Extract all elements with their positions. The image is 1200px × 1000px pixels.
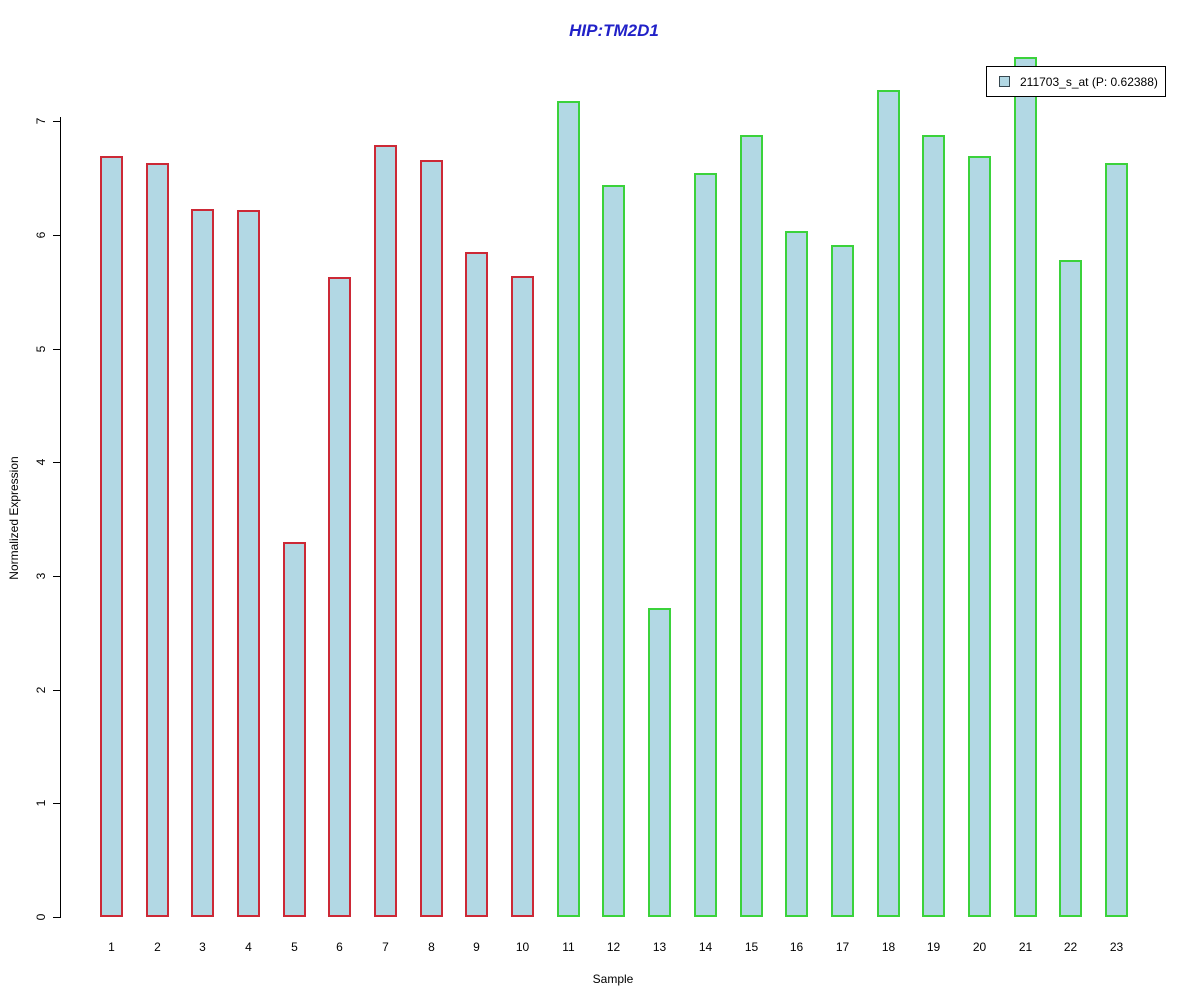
x-tick-label-4: 4 (245, 940, 252, 954)
bar-sample-15 (740, 135, 763, 917)
x-tick-label-3: 3 (199, 940, 206, 954)
y-tick (53, 803, 60, 804)
bar-sample-3 (191, 209, 214, 917)
bar-sample-4 (237, 210, 260, 917)
y-tick (53, 917, 60, 918)
y-tick-label: 3 (34, 572, 48, 580)
y-tick-label: 1 (34, 799, 48, 807)
x-tick-label-1: 1 (108, 940, 115, 954)
x-tick-label-11: 11 (562, 940, 575, 954)
bar-sample-2 (146, 163, 169, 917)
bar-sample-23 (1105, 163, 1128, 917)
y-tick-label: 7 (34, 117, 48, 125)
x-tick-label-10: 10 (515, 940, 530, 954)
x-tick-label-14: 14 (698, 940, 713, 954)
y-tick (53, 349, 60, 350)
x-tick-label-6: 6 (336, 940, 343, 954)
x-tick-label-17: 17 (835, 940, 850, 954)
bar-sample-13 (648, 608, 671, 917)
x-tick-label-20: 20 (972, 940, 987, 954)
bar-sample-11 (557, 101, 580, 917)
x-tick-label-23: 23 (1109, 940, 1124, 954)
bar-sample-5 (283, 542, 306, 917)
x-tick-label-7: 7 (382, 940, 389, 954)
x-tick-label-15: 15 (744, 940, 759, 954)
y-tick-label: 0 (34, 913, 48, 921)
y-axis-label: Normalized Expression (7, 456, 21, 580)
bar-sample-14 (694, 173, 717, 917)
bar-sample-1 (100, 156, 123, 917)
bar-sample-20 (968, 156, 991, 917)
chart-title: HIP:TM2D1 (569, 21, 659, 40)
x-tick-label-9: 9 (473, 940, 480, 954)
bar-sample-18 (877, 90, 900, 917)
x-tick-label-13: 13 (652, 940, 667, 954)
bar-sample-10 (511, 276, 534, 917)
bar-sample-6 (328, 277, 351, 917)
bar-sample-16 (785, 231, 808, 917)
bar-sample-21 (1014, 57, 1037, 917)
x-tick-label-22: 22 (1063, 940, 1078, 954)
x-axis-label: Sample (592, 972, 634, 986)
y-tick-label: 6 (34, 231, 48, 239)
y-tick-label: 5 (34, 345, 48, 353)
y-tick (53, 235, 60, 236)
y-tick (53, 462, 60, 463)
y-tick-label: 4 (34, 458, 48, 466)
x-tick-label-21: 21 (1018, 940, 1033, 954)
bar-sample-9 (465, 252, 488, 917)
x-tick-label-19: 19 (926, 940, 941, 954)
x-tick-label-2: 2 (154, 940, 161, 954)
y-tick (53, 121, 60, 122)
legend-box: 211703_s_at (P: 0.62388) (986, 66, 1166, 97)
x-tick-label-5: 5 (291, 940, 298, 954)
bar-sample-8 (420, 160, 443, 917)
legend-label: 211703_s_at (P: 0.62388) (1020, 74, 1158, 89)
x-tick-label-16: 16 (789, 940, 804, 954)
x-tick-label-18: 18 (881, 940, 896, 954)
x-tick-label-12: 12 (606, 940, 621, 954)
x-tick-label-8: 8 (428, 940, 435, 954)
y-tick (53, 690, 60, 691)
legend-swatch-icon (999, 76, 1010, 87)
y-tick (53, 576, 60, 577)
bar-sample-12 (602, 185, 625, 917)
y-axis-line (60, 117, 61, 918)
y-tick-label: 2 (34, 686, 48, 694)
bar-sample-19 (922, 135, 945, 917)
bar-sample-17 (831, 245, 854, 917)
bar-sample-7 (374, 145, 397, 917)
bar-sample-22 (1059, 260, 1082, 917)
